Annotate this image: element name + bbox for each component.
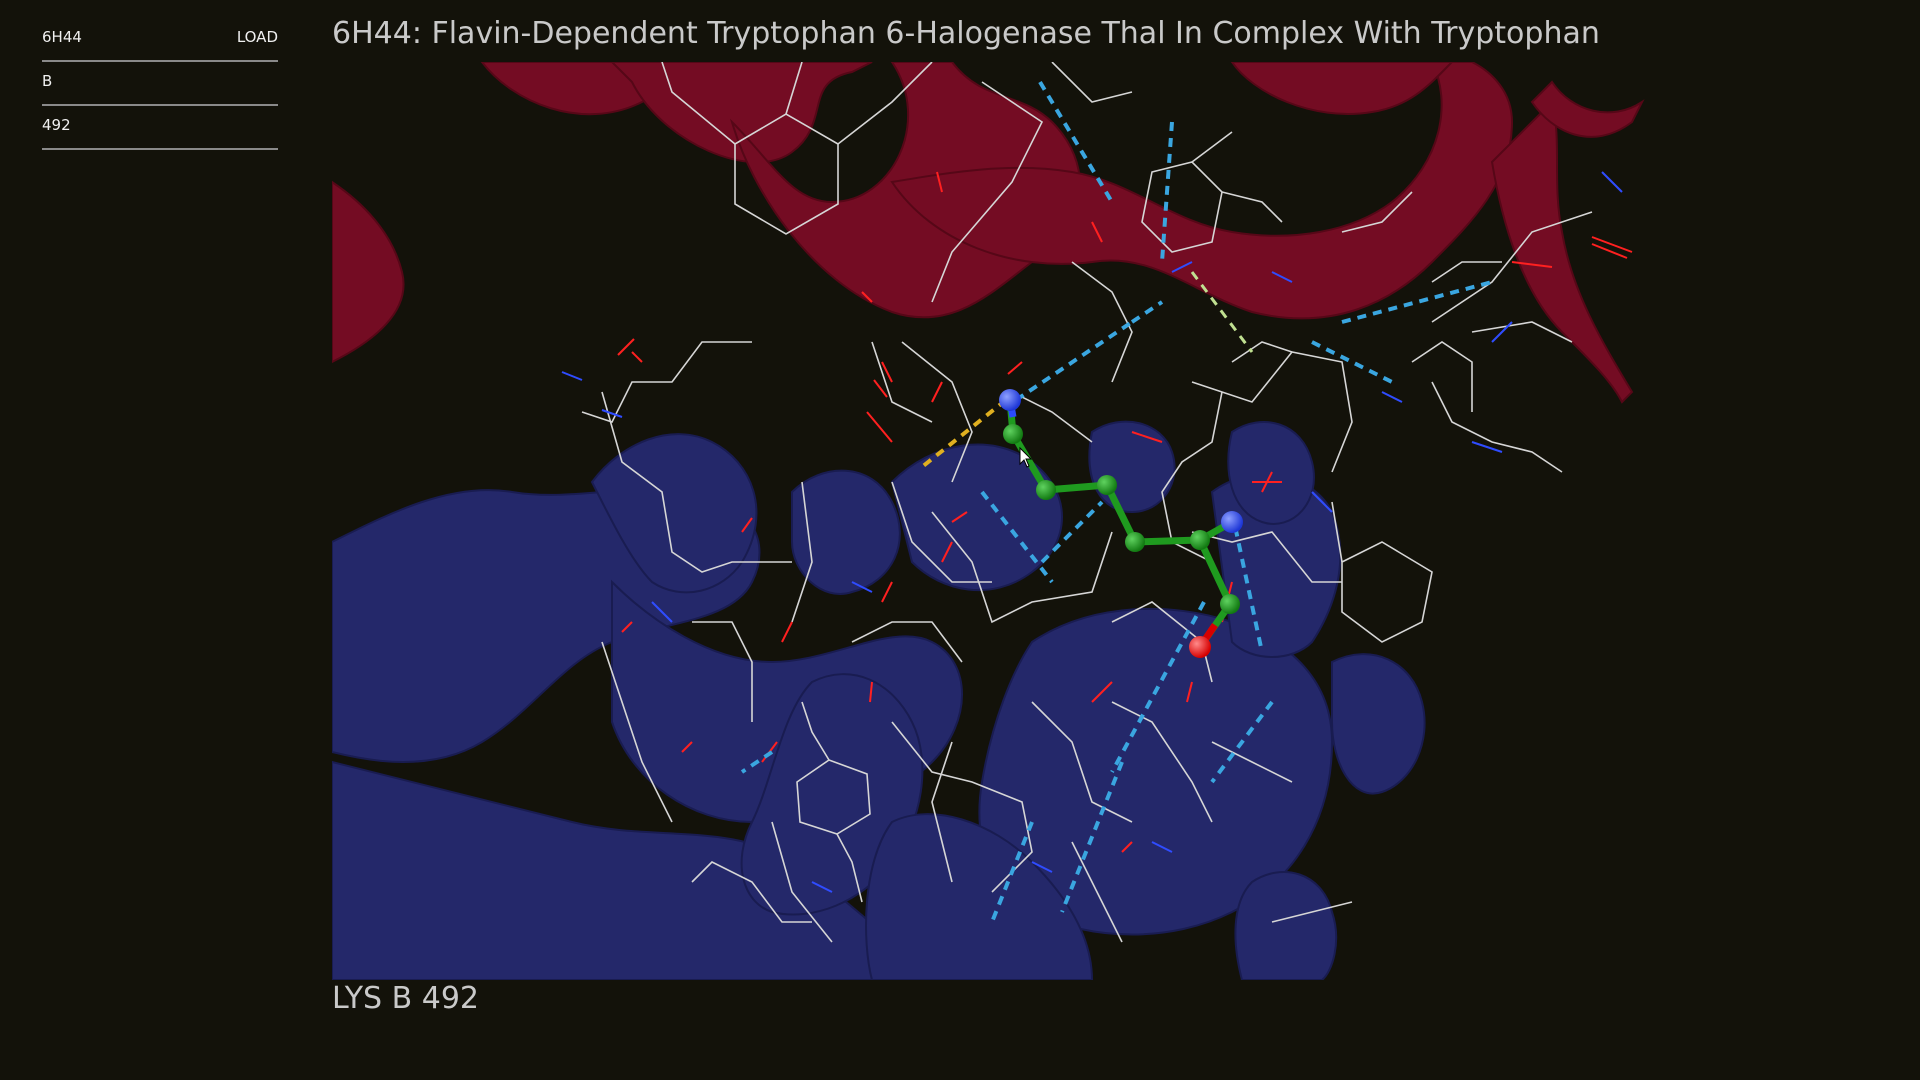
selected-residue-label: LYS B 492 <box>332 981 480 1016</box>
residue-number-field[interactable]: 492 <box>42 106 278 150</box>
selected-residue-model[interactable] <box>999 389 1243 658</box>
pdb-id-value[interactable]: 6H44 <box>42 28 82 46</box>
salt-bridge <box>920 398 1008 469</box>
page-title: 6H44: Flavin-Dependent Tryptophan 6-Halo… <box>332 16 1600 51</box>
load-button[interactable]: LOAD <box>236 28 278 46</box>
hydrogen-bonds <box>740 80 1493 923</box>
mouse-cursor-icon <box>1019 446 1033 468</box>
sidechain-wireframes <box>581 62 1593 943</box>
chain-b-ribbon <box>332 420 1426 980</box>
control-panel: 6H44 LOAD B 492 <box>42 18 278 150</box>
molecule-canvas[interactable] <box>332 62 1660 980</box>
chain-value[interactable]: B <box>42 72 53 90</box>
heteroatom-bonds-oxygen <box>617 171 1633 853</box>
pdb-id-field[interactable]: 6H44 LOAD <box>42 18 278 62</box>
residue-number-value[interactable]: 492 <box>42 116 71 134</box>
chain-field[interactable]: B <box>42 62 278 106</box>
halogen-contact <box>1190 271 1254 353</box>
chain-a-ribbon <box>332 62 1645 404</box>
heteroatom-bonds-nitrogen <box>561 171 1623 893</box>
molecule-viewer[interactable] <box>332 62 1660 980</box>
